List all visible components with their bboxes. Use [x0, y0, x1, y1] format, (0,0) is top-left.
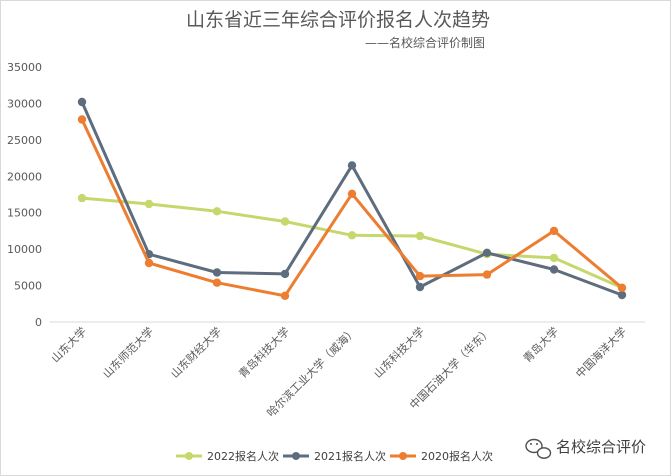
data-point — [415, 282, 425, 292]
watermark: 名校综合评价 — [525, 438, 646, 459]
legend: 2022报名人次 2021报名人次 2020报名人次 — [176, 449, 493, 463]
x-tick-label: 山东大学 — [48, 324, 89, 365]
legend-item: 2020报名人次 — [390, 449, 493, 463]
y-tick-label: 10000 — [7, 243, 42, 256]
legend-label: 2022报名人次 — [207, 449, 279, 463]
x-tick-label: 中国海洋大学 — [573, 324, 630, 381]
data-point — [617, 290, 627, 300]
chart-subtitle: ——名校综合评价制图 — [365, 35, 485, 50]
legend-item: 2022报名人次 — [176, 449, 279, 463]
data-point — [549, 265, 559, 274]
data-point — [280, 269, 290, 279]
data-point — [77, 115, 87, 124]
series-3 — [77, 115, 627, 300]
watermark-text: 名校综合评价 — [556, 438, 646, 456]
x-tick-label: 山东财经大学 — [168, 324, 225, 381]
chart-title: 山东省近三年综合评价报名人次趋势 — [186, 9, 490, 31]
data-point — [415, 231, 425, 241]
series-line — [80, 196, 624, 290]
data-point — [144, 199, 154, 209]
data-point — [77, 97, 87, 107]
data-point — [280, 217, 290, 226]
data-point — [280, 291, 290, 300]
series-2 — [77, 97, 627, 300]
data-point — [617, 283, 627, 292]
data-point — [415, 271, 425, 281]
data-point — [482, 248, 492, 257]
x-tick-label: 山东师范大学 — [100, 324, 157, 381]
data-point — [212, 278, 222, 287]
y-tick-label: 35000 — [7, 61, 42, 74]
legend-swatch-marker — [185, 452, 193, 460]
y-tick-label: 5000 — [14, 280, 42, 293]
data-point — [347, 161, 357, 170]
y-tick-label: 15000 — [7, 207, 42, 220]
data-point — [212, 268, 222, 277]
legend-item: 2021报名人次 — [283, 449, 386, 463]
wechat-icon — [525, 438, 552, 459]
data-point — [77, 193, 87, 203]
y-axis-ticks: 35000 30000 25000 20000 15000 10000 5000 0 — [7, 61, 42, 329]
data-point — [549, 253, 559, 263]
data-point — [144, 258, 154, 268]
legend-swatch-marker — [292, 452, 300, 460]
legend-swatch-marker — [399, 452, 407, 460]
data-point — [347, 189, 357, 198]
data-point — [482, 270, 492, 279]
series-line — [80, 118, 624, 298]
series-1 — [77, 193, 627, 292]
series-lines — [77, 97, 627, 300]
data-point — [347, 231, 357, 240]
x-tick-label: 青岛大学 — [520, 324, 561, 365]
y-tick-label: 0 — [35, 316, 42, 329]
data-point — [212, 207, 222, 216]
legend-label: 2020报名人次 — [421, 449, 493, 463]
y-tick-label: 20000 — [7, 170, 42, 183]
y-tick-label: 30000 — [7, 97, 42, 110]
x-tick-label: 青岛科技大学 — [236, 324, 293, 381]
legend-label: 2021报名人次 — [314, 449, 386, 463]
data-point — [549, 226, 559, 236]
x-tick-label: 山东科技大学 — [371, 324, 428, 381]
y-tick-label: 25000 — [7, 134, 42, 147]
